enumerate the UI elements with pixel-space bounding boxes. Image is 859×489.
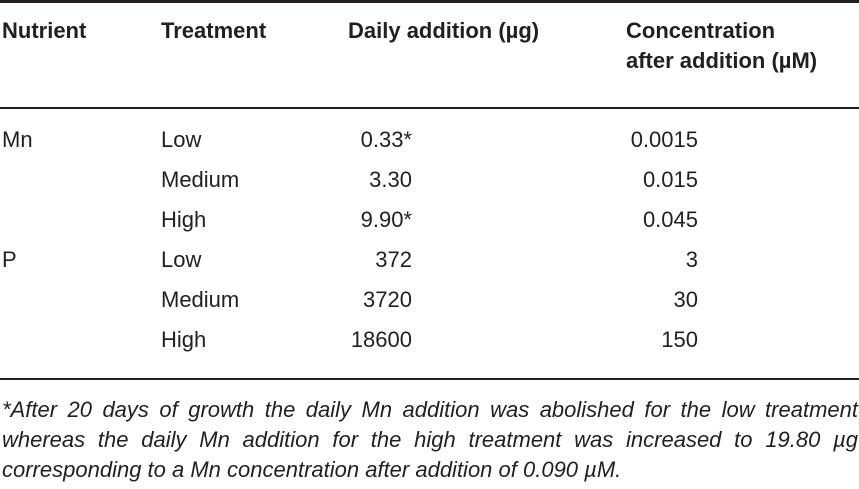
header-daily-addition: Daily addition (µg) — [348, 18, 540, 43]
table-footnote: *After 20 days of growth the daily Mn ad… — [2, 397, 858, 482]
cell-treatment: Low — [161, 127, 202, 152]
cell-concentration: 3 — [685, 247, 698, 272]
cell-treatment: High — [161, 327, 207, 352]
cell-daily-addition: 18600 — [350, 327, 412, 352]
header-nutrient: Nutrient — [2, 18, 87, 43]
cell-treatment: Medium — [161, 167, 240, 192]
cell-concentration: 0.015 — [642, 167, 698, 192]
cell-daily-addition: 372 — [375, 247, 412, 272]
header-concentration-line2: after addition (µM) — [626, 48, 818, 73]
cell-treatment: High — [161, 207, 207, 232]
cell-treatment: Medium — [161, 287, 240, 312]
cell-concentration: 0.045 — [642, 207, 698, 232]
cell-concentration: 0.0015 — [630, 127, 698, 152]
cell-concentration: 30 — [673, 287, 698, 312]
cell-nutrient: Mn — [2, 127, 33, 152]
table-top-rule — [0, 0, 859, 3]
header-concentration: Concentration after addition (µM) — [626, 16, 817, 76]
cell-daily-addition: 3720 — [363, 287, 412, 312]
cell-concentration: 150 — [661, 327, 698, 352]
header-treatment: Treatment — [161, 18, 267, 43]
cell-nutrient: P — [2, 247, 17, 272]
cell-daily-addition: 0.33* — [360, 127, 412, 152]
cell-daily-addition: 9.90* — [360, 207, 412, 232]
header-concentration-line1: Concentration — [626, 18, 776, 43]
cell-treatment: Low — [161, 247, 202, 272]
cell-daily-addition: 3.30 — [369, 167, 412, 192]
table-header-rule — [0, 107, 859, 109]
table-bottom-rule — [0, 378, 859, 380]
